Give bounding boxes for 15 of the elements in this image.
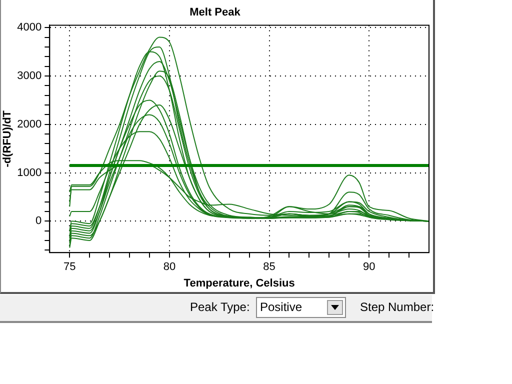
x-tick-label: 85 xyxy=(263,261,276,274)
text: Positive xyxy=(260,300,302,314)
x-tick-label: 90 xyxy=(362,261,376,274)
chart-title: Melt Peak xyxy=(190,6,242,19)
x-tick-label: 75 xyxy=(64,261,76,274)
y-axis-title: -d(RFU)/dT xyxy=(2,110,14,168)
y-tick-label: 4000 xyxy=(17,22,42,34)
x-tick-label: 80 xyxy=(163,261,176,274)
text: Step Number: xyxy=(360,300,434,314)
y-tick-label: 0 xyxy=(36,215,42,228)
y-tick-label: 3000 xyxy=(17,70,42,82)
y-tick-label: 2000 xyxy=(17,118,42,130)
y-tick-label: 1000 xyxy=(17,166,42,179)
text: Peak Type: xyxy=(190,300,250,314)
x-axis-title: Temperature, Celsius xyxy=(184,277,295,290)
